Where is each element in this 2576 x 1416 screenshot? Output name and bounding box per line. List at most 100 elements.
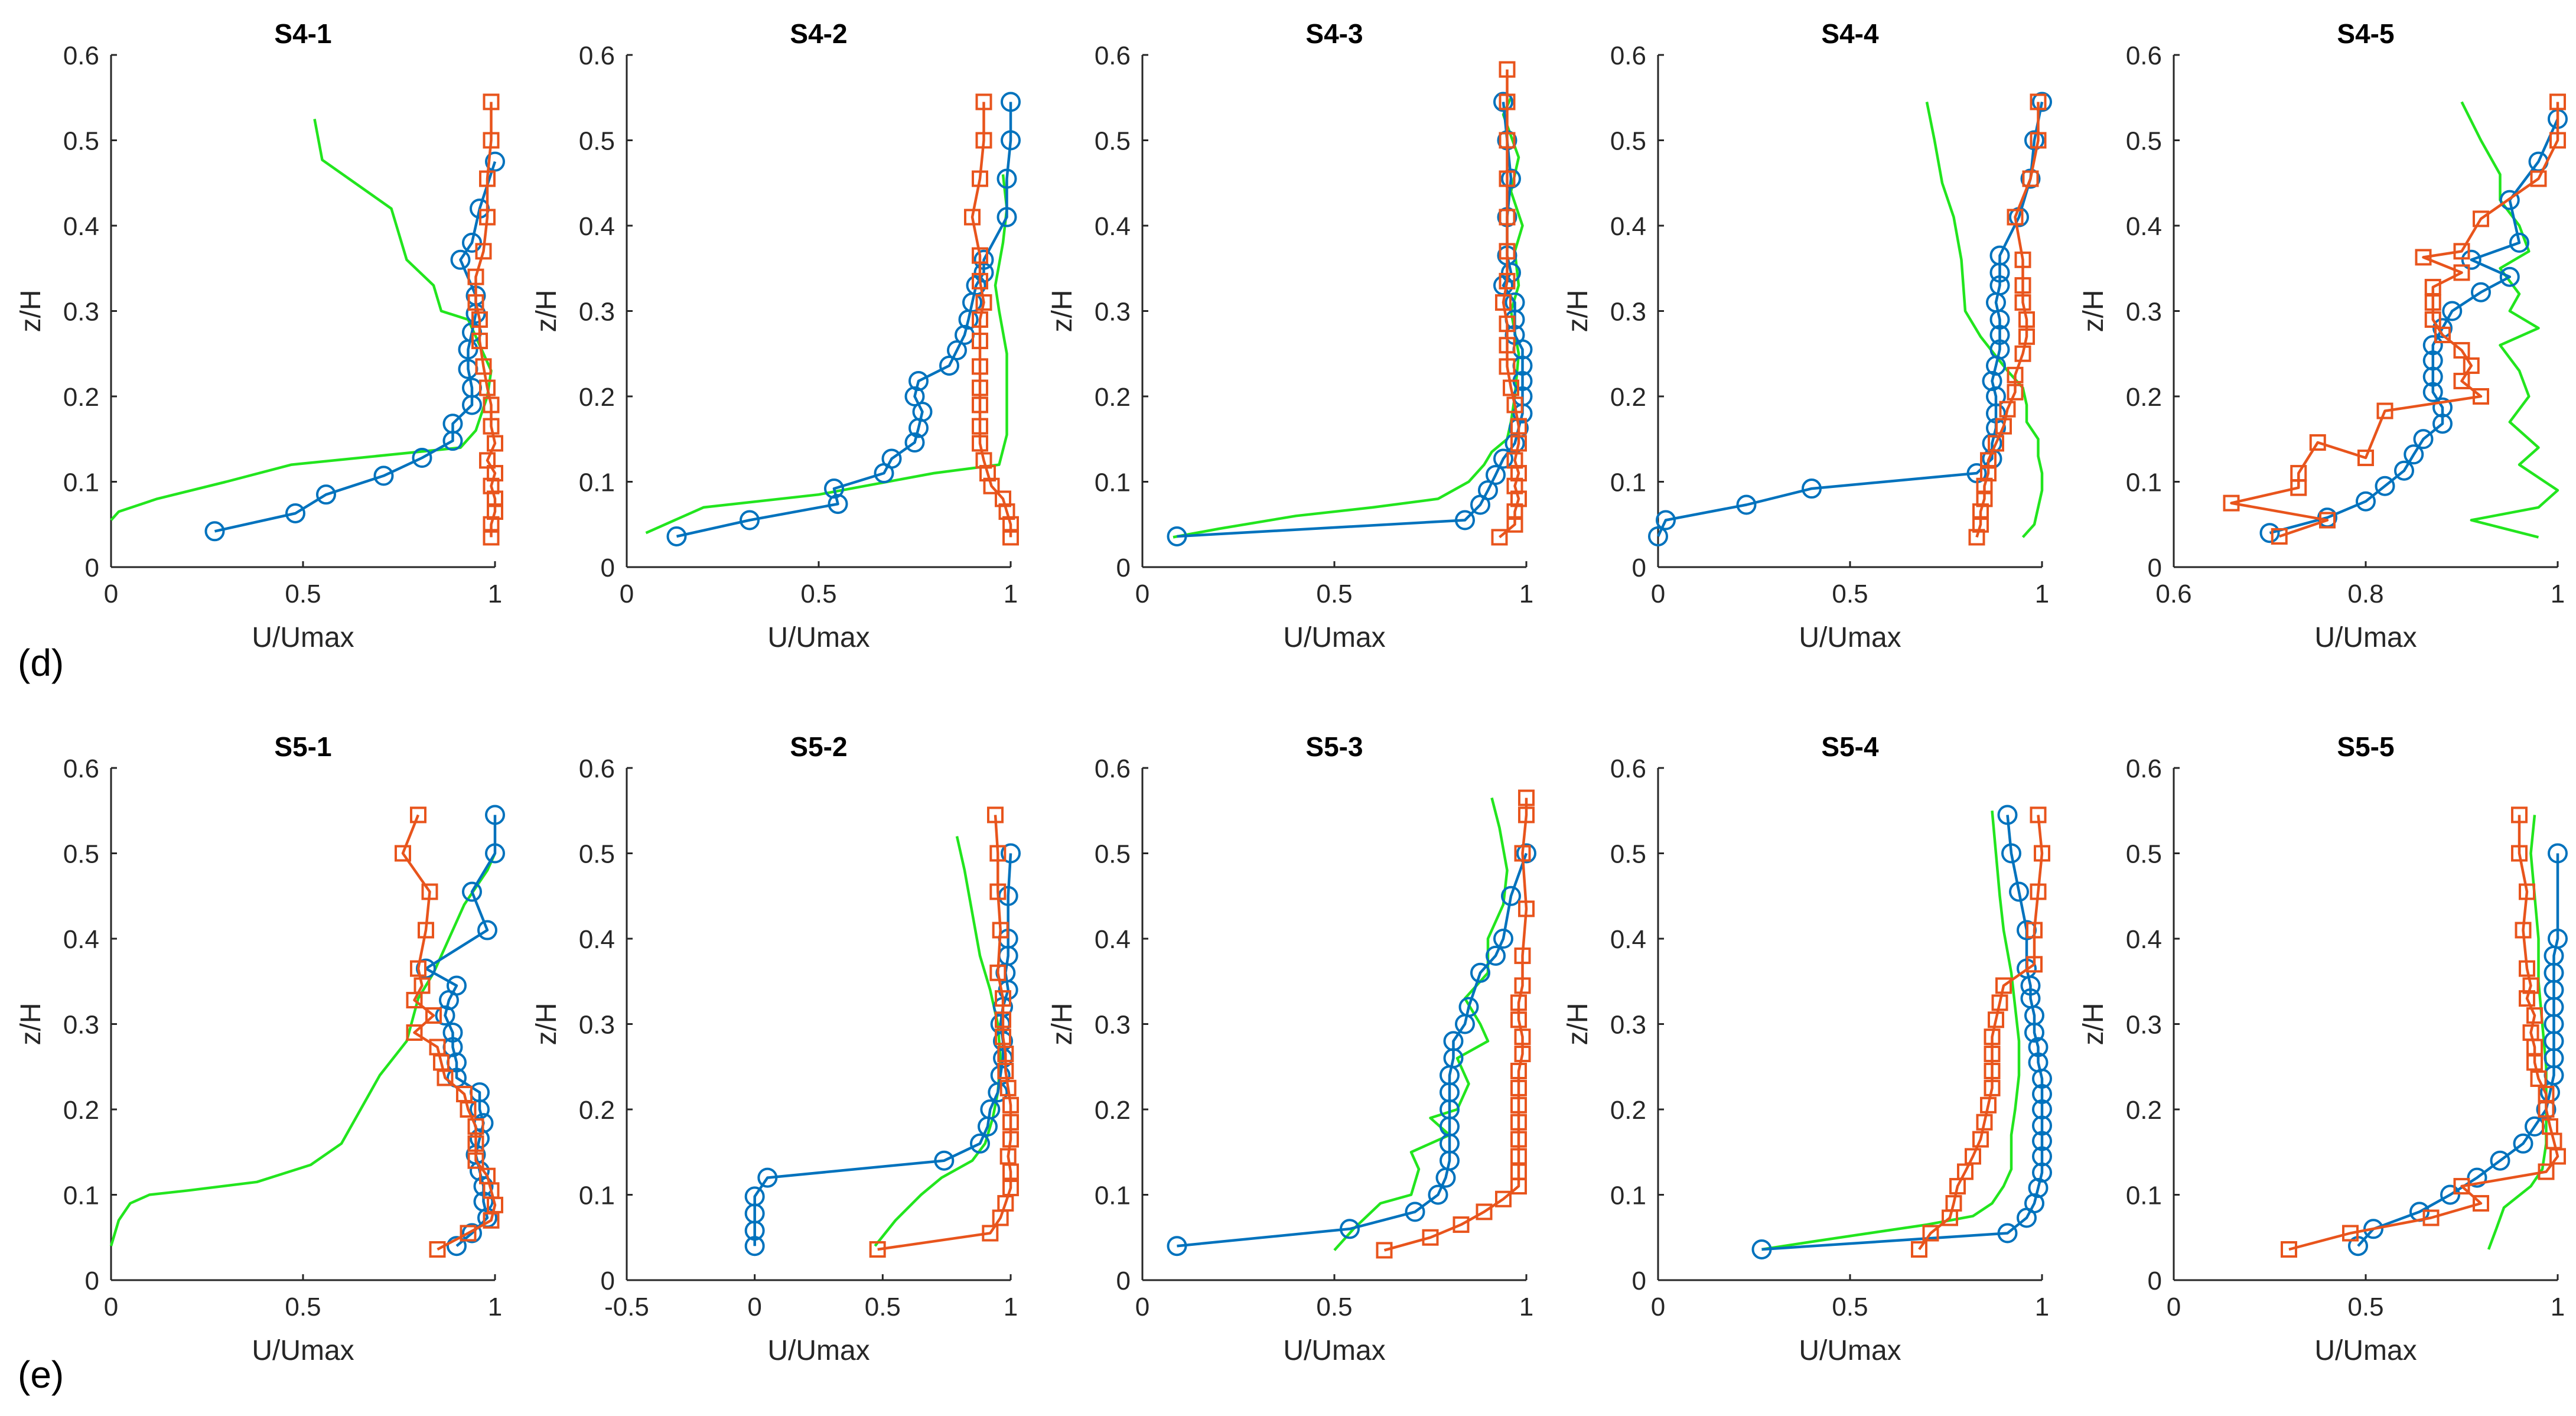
chart-title: S5-5 (2337, 731, 2394, 762)
chart-title: S4-3 (1305, 18, 1363, 49)
y-axis-label: z/H (15, 290, 47, 333)
data-point-blue (1486, 945, 1506, 966)
y-axis-label: z/H (1562, 1003, 1594, 1046)
data-point-blue (2442, 301, 2463, 321)
data-point-orange (467, 268, 484, 285)
series-green (1925, 102, 2044, 538)
data-point-blue (2032, 1131, 2052, 1151)
data-point-orange (1510, 1062, 1527, 1079)
data-point-orange (425, 1007, 442, 1024)
data-point-blue (2509, 232, 2529, 253)
y-tick-label: 0.5 (579, 127, 615, 156)
x-tick-label: 0.5 (285, 1293, 321, 1321)
data-point-blue (1458, 997, 1479, 1017)
x-tick-label: 0.5 (1316, 580, 1352, 608)
data-point-orange (972, 358, 988, 375)
series-blue (1648, 92, 2052, 546)
y-tick-label: 0 (1116, 554, 1131, 582)
data-point-orange (995, 1011, 1011, 1028)
data-point-orange (2007, 383, 2024, 401)
data-point-orange (2030, 806, 2047, 823)
data-point-orange (1514, 977, 1531, 994)
data-point-orange (483, 396, 500, 414)
data-point-orange (1002, 1163, 1019, 1180)
data-point-orange (2014, 345, 2031, 362)
data-point-orange (1988, 435, 2004, 452)
data-point-orange (1976, 490, 1993, 507)
data-point-orange (479, 170, 496, 187)
series-line-blue (214, 161, 497, 533)
y-tick-label: 0.4 (2126, 925, 2162, 954)
data-point-orange (2026, 922, 2043, 939)
y-tick-label: 0 (2148, 1267, 2162, 1295)
data-point-orange (1972, 503, 1989, 520)
data-point-orange (2549, 132, 2566, 149)
y-tick-label: 0.3 (1095, 1011, 1131, 1040)
data-point-orange (964, 209, 981, 226)
data-point-orange (1510, 1163, 1527, 1180)
data-point-blue (442, 414, 463, 434)
data-point-orange (1995, 418, 2012, 435)
data-point-blue (1504, 292, 1525, 313)
data-point-blue (2422, 366, 2443, 387)
y-tick-label: 0.5 (2126, 127, 2162, 156)
y-tick-label: 0.3 (1095, 298, 1131, 327)
data-point-orange (1514, 1028, 1531, 1046)
data-point-orange (483, 477, 500, 494)
data-point-blue (996, 168, 1017, 189)
x-tick-label: 1 (1519, 1293, 1533, 1321)
y-tick-label: 0 (601, 554, 615, 582)
data-point-blue (740, 510, 760, 530)
y-tick-label: 0.3 (2126, 298, 2162, 327)
data-point-orange (1510, 1011, 1527, 1028)
data-point-orange (1002, 516, 1019, 533)
data-point-orange (1499, 61, 1516, 78)
series-orange (2223, 93, 2566, 545)
series-line-orange (2230, 102, 2559, 538)
data-point-orange (418, 922, 434, 939)
data-point-orange (2511, 845, 2528, 862)
data-point-orange (972, 396, 988, 414)
data-point-blue (2028, 1052, 2049, 1073)
data-point-orange (2376, 402, 2393, 419)
data-point-orange (983, 477, 1000, 494)
y-tick-label: 0.5 (579, 840, 615, 869)
data-point-orange (2415, 249, 2432, 266)
y-tick-label: 0.3 (63, 298, 99, 327)
y-tick-label: 0.2 (1095, 383, 1131, 412)
x-tick-label: 1 (1004, 580, 1018, 608)
data-point-orange (1984, 1062, 2001, 1079)
data-point-blue (824, 478, 844, 499)
data-point-orange (1491, 529, 1508, 546)
x-axis-label: U/Umax (1799, 622, 1901, 653)
y-tick-label: 0 (2148, 554, 2162, 582)
chart-s4-3: S4-3 0 0.1 0.2 0.3 0.4 0.5 0.6 0 0.5 1 U/Umax z/H (1047, 18, 1533, 653)
data-point-orange (1968, 529, 1985, 546)
data-point-orange (1514, 1046, 1531, 1063)
series-line-blue (753, 853, 1012, 1246)
series-green (874, 836, 1002, 1247)
data-point-orange (1518, 900, 1535, 917)
data-point-blue (908, 370, 929, 391)
data-point-blue (2548, 929, 2568, 949)
data-point-blue (462, 1223, 482, 1244)
y-tick-label: 0.5 (63, 127, 99, 156)
series-line-green (109, 852, 497, 1246)
data-point-orange (467, 1135, 484, 1152)
data-point-blue (1648, 526, 1668, 546)
y-tick-label: 0.4 (1095, 925, 1131, 954)
data-point-orange (975, 452, 992, 469)
data-point-orange (997, 1046, 1014, 1063)
data-point-orange (487, 490, 503, 507)
chart-s4-2: S4-2 0 0.1 0.2 0.3 0.4 0.5 0.6 0 0.5 1 U/Umax z/H (531, 18, 1021, 653)
data-point-blue (828, 494, 848, 515)
data-point-orange (2342, 1225, 2359, 1242)
x-axis-label: U/Umax (252, 1335, 354, 1366)
x-tick-label: 0.5 (865, 1293, 901, 1321)
panel-label-d: (d) (18, 642, 64, 684)
data-point-orange (1972, 1131, 1989, 1148)
data-point-orange (1980, 452, 1997, 469)
y-tick-label: 0.2 (2126, 383, 2162, 412)
chart-title: S5-2 (790, 731, 847, 762)
data-point-blue (1443, 1031, 1464, 1052)
